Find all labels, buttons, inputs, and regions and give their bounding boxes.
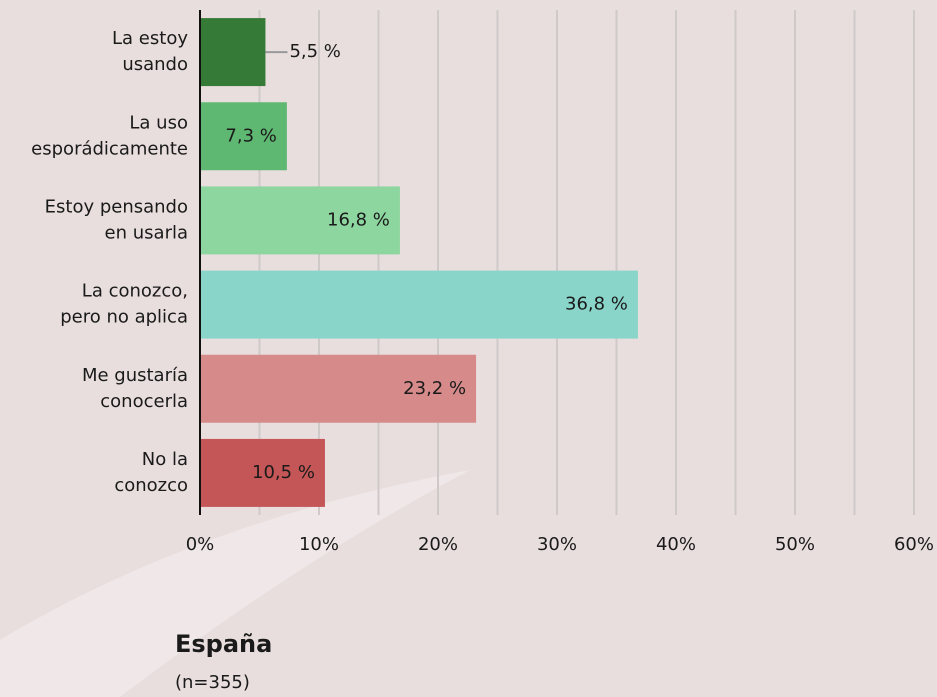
bar: [200, 186, 400, 255]
bar: [200, 438, 325, 507]
y-tick-label: Estoy pensando: [45, 196, 188, 217]
x-tick-label: 0%: [186, 534, 215, 555]
value-label: 16,8 %: [327, 209, 390, 230]
y-tick-label: No la: [142, 449, 188, 470]
x-tick-label: 30%: [537, 534, 577, 555]
value-label: 36,8 %: [565, 294, 628, 315]
y-tick-label: usando: [122, 54, 188, 75]
y-tick-label: esporádicamente: [31, 138, 188, 159]
value-label: 5,5 %: [289, 41, 340, 62]
y-tick-label: en usarla: [105, 222, 188, 243]
x-tick-label: 20%: [418, 534, 458, 555]
bar: [200, 102, 287, 171]
y-tick-label: La conozco,: [82, 281, 188, 302]
y-tick-label: pero no aplica: [60, 307, 188, 328]
y-tick-label: conocerla: [100, 391, 188, 412]
footer-note: (n=355): [175, 672, 250, 693]
value-label: 7,3 %: [225, 125, 276, 146]
y-tick-label: La estoy: [112, 28, 188, 49]
value-label: 23,2 %: [403, 378, 466, 399]
bar: [200, 270, 638, 339]
footer-title: España: [175, 630, 272, 658]
y-tick-label: Me gustaría: [82, 365, 188, 386]
x-tick-label: 40%: [656, 534, 696, 555]
bar: [200, 18, 266, 87]
y-tick-label: conozco: [114, 475, 188, 496]
x-tick-label: 60%: [894, 534, 934, 555]
x-tick-label: 10%: [299, 534, 339, 555]
watermark-shape: [0, 470, 470, 697]
value-label: 10,5 %: [252, 462, 315, 483]
x-tick-label: 50%: [775, 534, 815, 555]
y-tick-label: La uso: [129, 112, 188, 133]
bar: [200, 354, 477, 423]
